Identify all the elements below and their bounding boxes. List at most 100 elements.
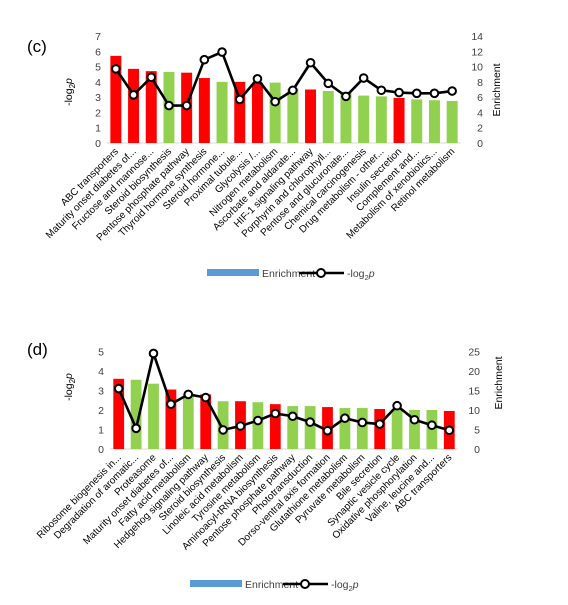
d-bar-13 bbox=[339, 408, 351, 449]
d-point-15 bbox=[374, 419, 385, 429]
c-ytick-1: 1 bbox=[95, 123, 101, 135]
d-point-17 bbox=[409, 414, 420, 425]
d-point-16 bbox=[392, 400, 402, 411]
d-bar-0 bbox=[113, 378, 125, 449]
c-point-13 bbox=[341, 91, 351, 102]
panel-c-ylabel-p: p bbox=[63, 78, 75, 85]
panel-c-legend-bar-swatch bbox=[207, 269, 259, 276]
d-point-14 bbox=[357, 417, 368, 428]
c-point-4 bbox=[181, 100, 192, 111]
d-bar-2 bbox=[148, 383, 159, 449]
c-y2tick-5: 10 bbox=[471, 62, 483, 74]
panel-d-legend-bar-swatch bbox=[190, 580, 242, 587]
c-point-10 bbox=[288, 85, 298, 96]
panel-d-chart: (d) 0 1 2 3 4 5 0 5 10 15 20 25 Ribosome biogenesi… bbox=[27, 340, 505, 593]
panel-c-legend: Enrichment -log2p bbox=[207, 268, 375, 282]
c-ytick-2: 2 bbox=[95, 107, 101, 119]
c-point-16 bbox=[394, 87, 404, 98]
c-bar-0 bbox=[110, 55, 122, 143]
d-point-7 bbox=[235, 421, 246, 431]
d-ytick-3: 3 bbox=[98, 386, 104, 398]
panel-c-y2label: Enrichment bbox=[491, 63, 503, 116]
c-bar-18 bbox=[428, 100, 440, 143]
c-point-1 bbox=[128, 90, 139, 100]
d-bar-8 bbox=[252, 402, 264, 449]
d-y2tick-5: 25 bbox=[468, 347, 480, 359]
panel-c-legend-line-suffix: p bbox=[368, 268, 375, 280]
panel-c-bars bbox=[110, 55, 458, 143]
c-bar-2 bbox=[145, 71, 157, 143]
d-bar-4 bbox=[182, 393, 194, 449]
panel-d-legend-line-label: -log2p bbox=[331, 579, 359, 593]
panel-c-legend-marker bbox=[316, 268, 326, 278]
c-point-11 bbox=[305, 57, 316, 68]
d-bar-15 bbox=[374, 409, 386, 449]
panel-d-category-labels: Ribosome biogenesis in...Degradation of … bbox=[35, 452, 454, 552]
c-point-12 bbox=[323, 78, 334, 89]
d-bar-11 bbox=[304, 406, 316, 449]
panel-d-legend: Enrichment -log2p bbox=[190, 579, 359, 593]
d-y2tick-0: 0 bbox=[474, 444, 480, 456]
c-y2tick-1: 2 bbox=[477, 123, 483, 135]
panel-c-letter: (c) bbox=[27, 37, 47, 56]
panel-d-legend-line-suffix: p bbox=[352, 579, 359, 591]
c-ytick-6: 6 bbox=[95, 46, 101, 58]
d-point-11 bbox=[305, 417, 315, 427]
d-bar-9 bbox=[269, 404, 281, 449]
d-bar-10 bbox=[287, 406, 299, 449]
d-ytick-4: 4 bbox=[98, 366, 104, 378]
d-point-8 bbox=[253, 415, 263, 426]
d-point-5 bbox=[200, 392, 211, 403]
c-bar-11 bbox=[305, 89, 317, 143]
d-point-9 bbox=[270, 408, 281, 419]
d-point-1 bbox=[131, 423, 141, 434]
c-point-7 bbox=[234, 94, 245, 105]
c-point-17 bbox=[411, 88, 422, 99]
panel-d-left-ticks: 0 1 2 3 4 5 bbox=[98, 347, 104, 457]
c-ytick-4: 4 bbox=[95, 77, 101, 89]
panel-d-right-ticks: 0 5 10 15 20 25 bbox=[468, 347, 480, 457]
c-y2tick-0: 0 bbox=[477, 138, 483, 150]
d-bar-17 bbox=[409, 410, 420, 449]
panel-c-left-ticks: 0 1 2 3 4 5 6 7 bbox=[95, 31, 101, 150]
panel-d-legend-bar-label: Enrichment bbox=[245, 579, 298, 591]
panel-d-legend-line-sub: 2 bbox=[349, 584, 353, 593]
c-point-14 bbox=[358, 73, 369, 83]
c-bar-1 bbox=[128, 68, 140, 143]
panel-d-letter: (d) bbox=[27, 340, 48, 359]
c-point-8 bbox=[252, 74, 263, 84]
d-point-19 bbox=[444, 425, 455, 436]
d-point-13 bbox=[340, 413, 350, 423]
c-bar-15 bbox=[375, 96, 387, 143]
d-y2tick-4: 20 bbox=[468, 366, 480, 378]
c-point-5 bbox=[199, 54, 210, 65]
d-bar-1 bbox=[130, 379, 142, 449]
c-bar-17 bbox=[411, 99, 423, 143]
d-bar-14 bbox=[356, 408, 368, 449]
c-point-6 bbox=[217, 47, 227, 57]
d-ytick-2: 2 bbox=[98, 405, 104, 417]
d-ytick-0: 0 bbox=[98, 444, 104, 456]
d-bar-16 bbox=[391, 409, 403, 449]
c-point-3 bbox=[164, 100, 174, 111]
c-ytick-5: 5 bbox=[95, 62, 101, 74]
d-point-6 bbox=[218, 425, 228, 435]
panel-d-y2label: Enrichment bbox=[493, 356, 505, 409]
c-y2tick-7: 14 bbox=[471, 31, 483, 43]
d-bar-3 bbox=[165, 389, 177, 449]
c-bar-9 bbox=[269, 82, 281, 143]
d-ytick-5: 5 bbox=[98, 347, 104, 359]
c-bar-14 bbox=[358, 95, 370, 143]
panel-d-ylabel-sub: 2 bbox=[68, 378, 77, 383]
c-ytick-3: 3 bbox=[95, 92, 101, 104]
panel-c-line bbox=[111, 47, 457, 111]
c-point-15 bbox=[376, 85, 387, 96]
panel-d-ylabel-p: p bbox=[63, 373, 75, 380]
c-point-2 bbox=[146, 72, 157, 83]
panel-d-legend-line-text: -log bbox=[331, 579, 349, 591]
c-bar-5 bbox=[198, 78, 210, 143]
c-point-19 bbox=[447, 86, 457, 96]
d-point-2 bbox=[148, 348, 159, 359]
